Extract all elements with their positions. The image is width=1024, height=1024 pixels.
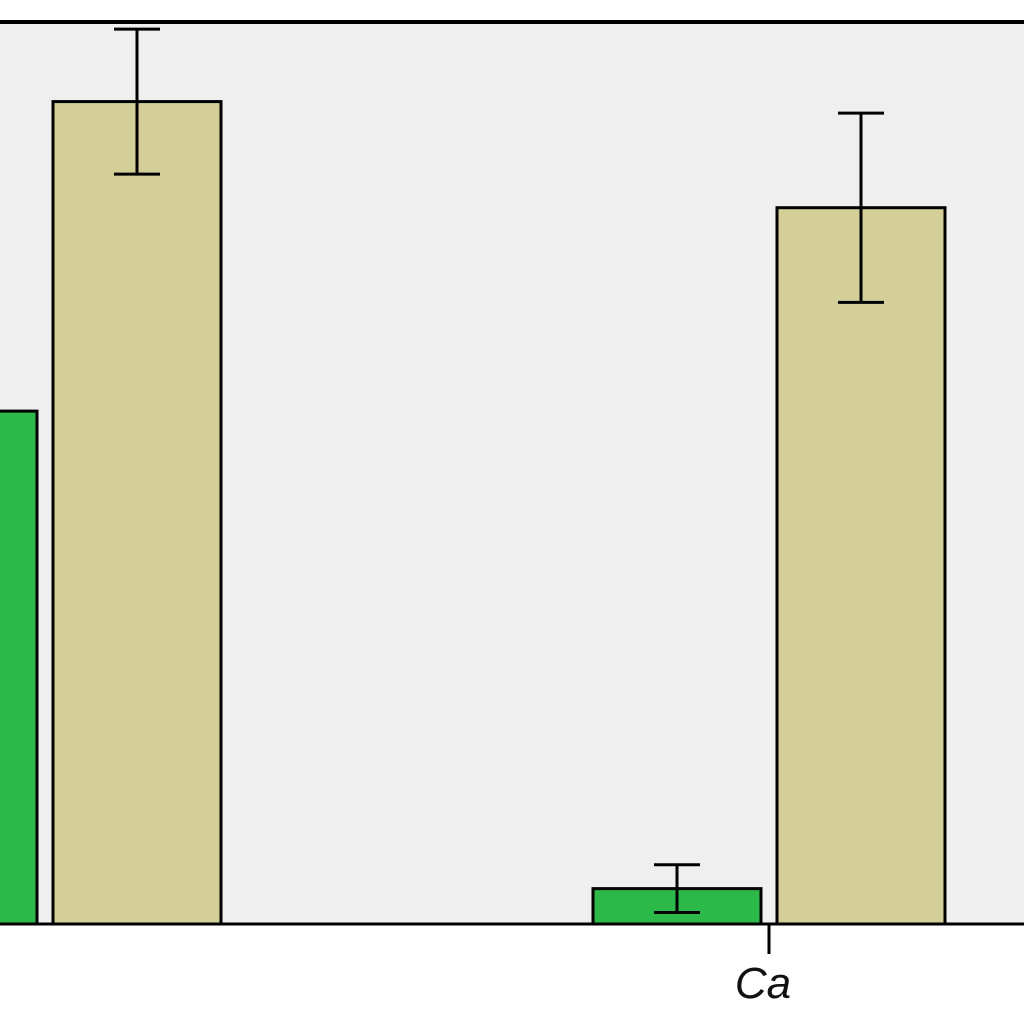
error-bar-series2-cat1 [114, 27, 160, 176]
x-ticks-layer: Ca [735, 924, 791, 1008]
bar-series2-cat2 [775, 206, 947, 926]
error-bar-series1-cat2 [654, 863, 700, 915]
axes-layer [0, 20, 1024, 926]
bars-layer [0, 27, 947, 926]
bar-series2-cat1 [51, 100, 223, 926]
bar-series1-cat1 [0, 409, 39, 926]
error-bar-series2-cat2 [838, 111, 884, 304]
x-tick-label: Ca [735, 959, 791, 1008]
